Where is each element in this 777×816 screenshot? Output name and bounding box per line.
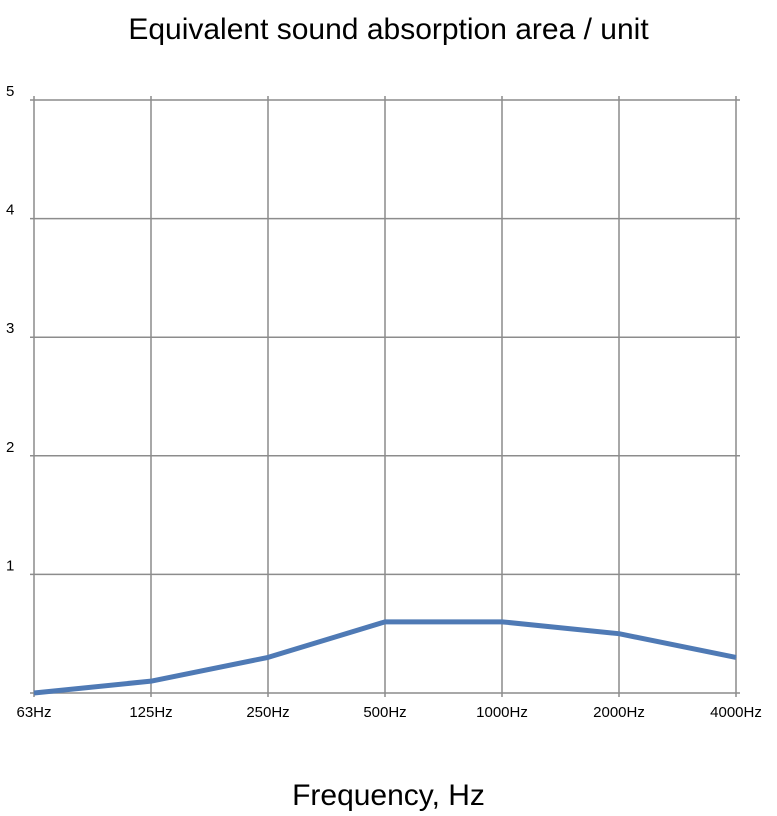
x-tick-label: 500Hz [363, 704, 406, 721]
x-tick-label: 1000Hz [476, 704, 528, 721]
data-point [501, 621, 503, 623]
chart-title: Equivalent sound absorption area / unit [128, 13, 649, 46]
y-tick-label: 5 [6, 83, 14, 100]
y-tick-label: 1 [6, 557, 14, 574]
x-tick-label: 2000Hz [593, 704, 645, 721]
x-tick-label: 4000Hz [710, 704, 762, 721]
y-tick-labels: 1 2 3 4 5 [6, 83, 14, 574]
data-point [618, 633, 620, 635]
x-tick-labels: 63Hz 125Hz 250Hz 500Hz 1000Hz 2000Hz 4000Hz [16, 704, 761, 721]
data-point [33, 692, 35, 694]
y-tick-label: 3 [6, 320, 14, 337]
x-tick-label: 250Hz [246, 704, 289, 721]
data-point [735, 656, 737, 658]
grid-lines [30, 96, 740, 697]
y-tick-label: 2 [6, 439, 14, 456]
data-point [384, 621, 386, 623]
data-point [267, 656, 269, 658]
y-tick-label: 4 [6, 202, 14, 219]
data-point [150, 680, 152, 682]
x-tick-label: 125Hz [129, 704, 172, 721]
x-tick-label: 63Hz [16, 704, 51, 721]
x-axis-title: Frequency, Hz [292, 779, 485, 812]
series-layer [33, 619, 737, 696]
